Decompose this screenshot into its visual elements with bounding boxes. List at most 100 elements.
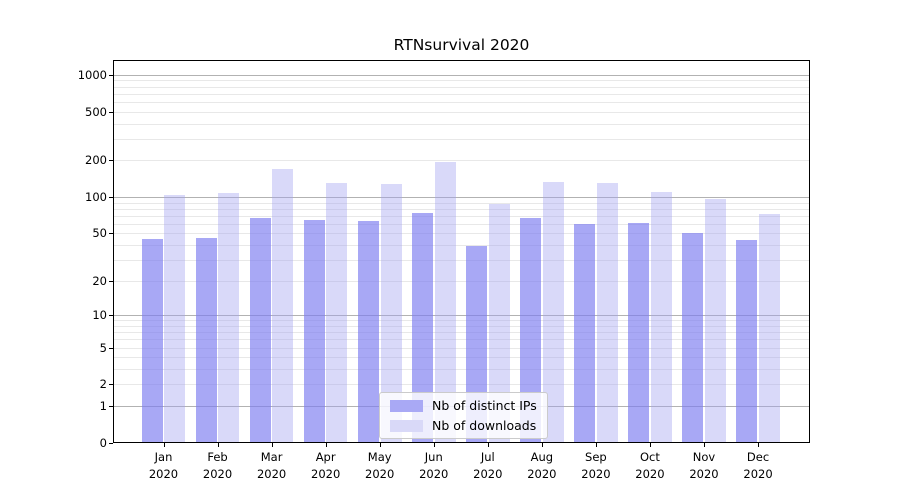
x-tick-year: 2020 [473,467,503,481]
x-tick-label: Mar 2020 [240,449,304,483]
x-tick-month: Nov [692,450,716,464]
x-tick [596,443,597,447]
bar-downloads [272,169,294,442]
bar-downloads [164,194,186,442]
plot-area [113,60,810,443]
y-tick-label: 0 [99,436,107,450]
y-tick-label: 20 [92,273,107,288]
y-gridline-minor [114,102,809,104]
legend-entry: Nb of downloads [390,419,537,432]
y-gridline-minor [114,160,809,162]
y-tick [109,281,113,282]
x-tick-year: 2020 [581,467,611,481]
y-gridline-minor [114,208,809,210]
bar-distinct-ips [303,219,325,442]
x-tick [434,443,435,447]
x-tick [650,443,651,447]
chart-title: RTNsurvival 2020 [393,36,530,54]
x-tick [542,443,543,447]
y-tick [109,443,113,444]
legend-label: Nb of distinct IPs [432,398,537,413]
y-gridline-minor [114,320,809,322]
x-tick [326,443,327,447]
x-tick [380,443,381,447]
x-tick-label: Aug 2020 [510,449,574,483]
x-tick-label: Nov 2020 [672,449,736,483]
x-tick-year: 2020 [202,467,233,481]
x-tick-month: Jan [154,450,173,464]
x-tick-month: Dec [746,450,770,464]
y-gridline-minor [114,325,809,327]
bar-distinct-ips [411,212,433,442]
y-tick [109,384,113,385]
x-tick-year: 2020 [256,467,287,481]
y-tick-label: 2 [99,377,107,392]
bar-distinct-ips [357,221,379,442]
bar-distinct-ips [574,223,596,442]
bar-distinct-ips [736,240,758,442]
bar-distinct-ips [520,218,542,442]
bar-downloads [218,192,240,442]
legend-entry: Nb of distinct IPs [390,399,537,412]
y-tick-label: 5 [99,340,107,355]
x-tick-label: May 2020 [348,449,412,483]
y-gridline-minor [114,223,809,225]
bar-downloads [380,184,402,442]
x-tick [758,443,759,447]
bar-downloads [542,181,564,442]
x-tick-month: May [367,450,392,464]
bar-downloads [758,214,780,442]
x-tick-year: 2020 [311,467,341,481]
x-tick-month: Aug [530,450,554,464]
bar-distinct-ips [195,237,217,442]
bar-downloads [704,199,726,442]
bar-distinct-ips [682,233,704,442]
y-gridline-minor [114,123,809,125]
x-tick-year: 2020 [689,467,719,481]
x-tick-label: Feb 2020 [186,449,250,483]
y-gridline-minor [114,357,809,359]
x-tick-label: Sep 2020 [564,449,628,483]
x-tick-month: Jun [424,450,443,464]
y-tick-label: 1 [99,399,107,414]
y-gridline-minor [114,93,809,95]
bar-distinct-ips [141,238,163,442]
x-tick-label: Apr 2020 [294,449,358,483]
y-gridline-minor [114,280,809,282]
x-tick-year: 2020 [527,467,557,481]
x-tick-month: Jul [480,450,495,464]
y-gridline-major [114,315,809,317]
x-tick-month: Apr [315,450,336,464]
y-tick-label: 500 [85,104,107,119]
y-tick-label: 50 [92,226,107,241]
x-tick [272,443,273,447]
x-tick-year: 2020 [743,467,773,481]
x-tick [218,443,219,447]
y-tick [109,197,113,198]
x-tick-year: 2020 [419,467,449,481]
y-gridline-major [114,197,809,199]
y-tick [109,348,113,349]
y-gridline-minor [114,245,809,247]
x-tick-year: 2020 [635,467,665,481]
x-tick-label: Jan 2020 [132,449,196,483]
y-gridline-minor [114,369,809,371]
bar-distinct-ips [249,218,271,442]
x-tick-year: 2020 [148,467,179,481]
legend-label: Nb of downloads [432,418,537,433]
x-tick [164,443,165,447]
y-gridline-major [114,74,809,76]
x-tick-month: Mar [260,450,283,464]
y-gridline-minor [114,111,809,113]
y-gridline-minor [114,215,809,217]
y-gridline-minor [114,332,809,334]
y-gridline-minor [114,202,809,204]
legend: Nb of distinct IPs Nb of downloads [379,392,548,439]
y-gridline-minor [114,86,809,88]
x-tick-label: Oct 2020 [618,449,682,483]
y-tick-label: 10 [92,308,107,323]
y-gridline-minor [114,384,809,386]
x-tick-label: Jul 2020 [456,449,520,483]
x-tick-year: 2020 [365,467,395,481]
